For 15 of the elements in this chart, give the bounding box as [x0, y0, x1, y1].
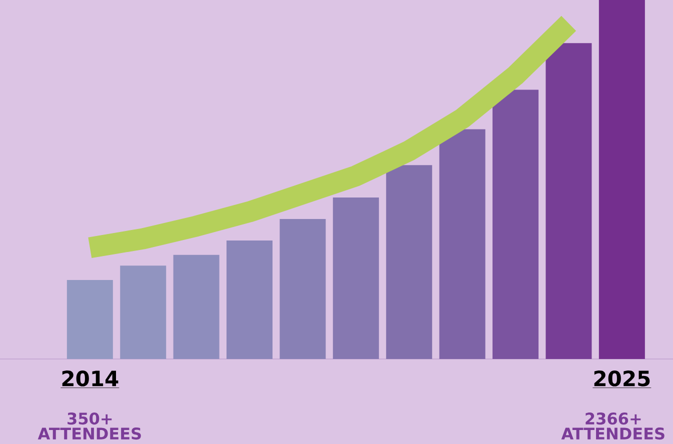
text: 350+ ATTENDEES: [38, 412, 141, 440]
bar: [120, 266, 166, 359]
bar: [332, 197, 379, 359]
bar: [173, 254, 220, 359]
bar: [226, 240, 273, 359]
bar: [598, 0, 645, 359]
bar: [66, 280, 113, 359]
x-tick-label: 2014: [62, 370, 118, 386]
bar: [439, 129, 486, 359]
x-tick-label: 2025: [594, 370, 650, 386]
text: 2366+ ATTENDEES: [561, 412, 664, 440]
bar: [280, 218, 326, 359]
bar: [546, 43, 592, 359]
bar: [492, 90, 539, 359]
bar: [386, 165, 432, 359]
